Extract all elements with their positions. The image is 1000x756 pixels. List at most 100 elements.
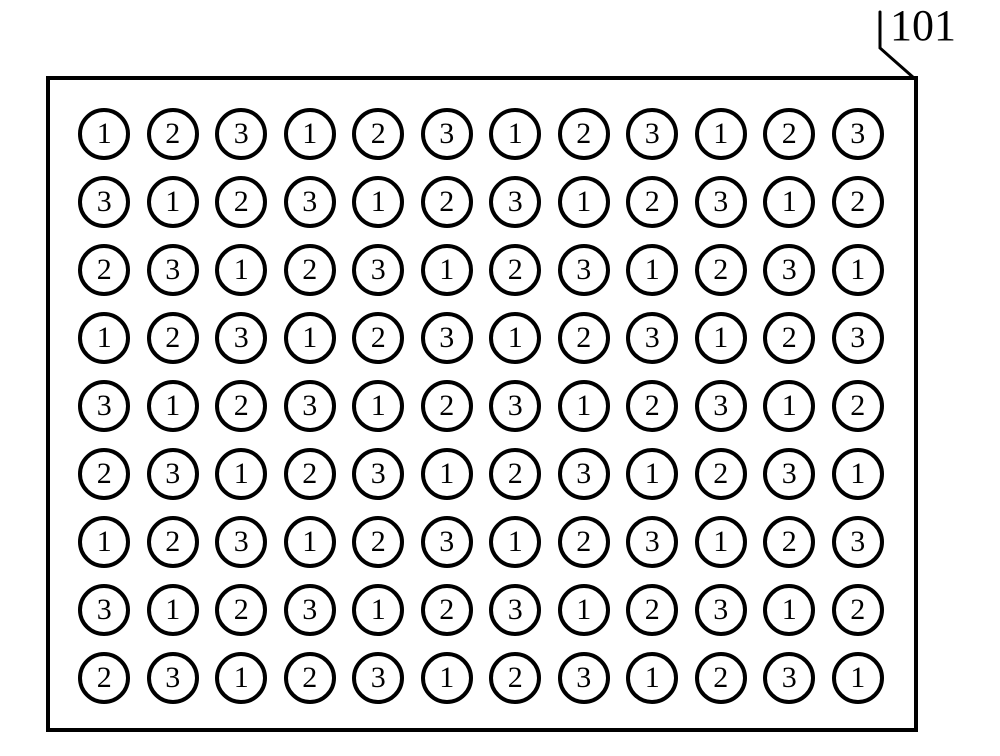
grid-cell: 3: [618, 304, 687, 372]
callout-label-101: 101: [890, 0, 956, 51]
grid-cell: 1: [550, 168, 619, 236]
grid-node: 1: [763, 176, 815, 228]
node-grid: 1231231231233123123123122312312312311231…: [70, 100, 892, 712]
grid-node: 3: [763, 448, 815, 500]
grid-node: 1: [215, 448, 267, 500]
grid-cell: 3: [824, 100, 893, 168]
grid-node: 2: [352, 312, 404, 364]
grid-cell: 1: [618, 236, 687, 304]
grid-cell: 2: [344, 304, 413, 372]
grid-node: 3: [832, 516, 884, 568]
grid-node: 2: [78, 244, 130, 296]
grid-cell: 1: [687, 508, 756, 576]
grid-cell: 2: [687, 440, 756, 508]
grid-node: 2: [284, 652, 336, 704]
grid-cell: 1: [344, 372, 413, 440]
grid-cell: 3: [481, 576, 550, 644]
grid-cell: 1: [207, 440, 276, 508]
grid-node: 3: [489, 584, 541, 636]
grid-node: 1: [695, 312, 747, 364]
grid-cell: 3: [207, 508, 276, 576]
grid-node: 3: [284, 584, 336, 636]
grid-cell: 1: [70, 304, 139, 372]
grid-node: 2: [284, 448, 336, 500]
grid-node: 2: [421, 176, 473, 228]
grid-node: 2: [626, 584, 678, 636]
grid-node: 3: [695, 380, 747, 432]
grid-cell: 1: [139, 372, 208, 440]
grid-node: 1: [78, 108, 130, 160]
grid-node: 3: [763, 244, 815, 296]
grid-cell: 3: [139, 440, 208, 508]
grid-node: 2: [695, 244, 747, 296]
grid-node: 3: [215, 108, 267, 160]
grid-node: 1: [352, 584, 404, 636]
grid-cell: 2: [755, 100, 824, 168]
grid-cell: 2: [70, 644, 139, 712]
grid-cell: 3: [687, 168, 756, 236]
grid-node: 2: [147, 312, 199, 364]
grid-node: 2: [215, 380, 267, 432]
grid-cell: 2: [139, 508, 208, 576]
grid-node: 2: [832, 380, 884, 432]
grid-cell: 3: [755, 440, 824, 508]
grid-cell: 3: [413, 304, 482, 372]
grid-cell: 1: [687, 100, 756, 168]
grid-cell: 2: [207, 576, 276, 644]
grid-node: 2: [147, 108, 199, 160]
grid-cell: 2: [276, 644, 345, 712]
grid-cell: 3: [824, 304, 893, 372]
grid-cell: 3: [550, 644, 619, 712]
grid-node: 2: [215, 176, 267, 228]
grid-node: 2: [558, 516, 610, 568]
grid-node: 3: [558, 244, 610, 296]
grid-cell: 2: [70, 440, 139, 508]
grid-cell: 1: [276, 508, 345, 576]
grid-node: 1: [832, 244, 884, 296]
grid-node: 2: [832, 176, 884, 228]
grid-node: 1: [147, 584, 199, 636]
grid-cell: 2: [755, 304, 824, 372]
grid-cell: 2: [139, 100, 208, 168]
grid-node: 1: [489, 312, 541, 364]
grid-node: 3: [489, 380, 541, 432]
grid-cell: 3: [755, 644, 824, 712]
grid-cell: 1: [276, 304, 345, 372]
grid-cell: 3: [550, 440, 619, 508]
grid-node: 1: [284, 312, 336, 364]
grid-cell: 3: [618, 508, 687, 576]
grid-cell: 1: [755, 576, 824, 644]
grid-cell: 1: [344, 576, 413, 644]
grid-node: 2: [626, 380, 678, 432]
grid-node: 2: [147, 516, 199, 568]
grid-cell: 1: [70, 100, 139, 168]
grid-cell: 2: [139, 304, 208, 372]
grid-node: 3: [421, 312, 473, 364]
grid-cell: 1: [139, 576, 208, 644]
grid-cell: 1: [139, 168, 208, 236]
grid-cell: 2: [413, 168, 482, 236]
grid-node: 3: [558, 448, 610, 500]
grid-node: 1: [558, 176, 610, 228]
grid-node: 3: [147, 652, 199, 704]
grid-node: 2: [763, 108, 815, 160]
grid-cell: 3: [70, 372, 139, 440]
grid-cell: 2: [413, 576, 482, 644]
grid-cell: 2: [413, 372, 482, 440]
grid-node: 1: [352, 176, 404, 228]
grid-cell: 2: [618, 372, 687, 440]
grid-node: 1: [147, 176, 199, 228]
grid-node: 3: [284, 380, 336, 432]
grid-cell: 1: [618, 644, 687, 712]
grid-cell: 1: [824, 440, 893, 508]
grid-node: 1: [352, 380, 404, 432]
grid-cell: 2: [481, 644, 550, 712]
grid-cell: 2: [687, 644, 756, 712]
grid-node: 3: [78, 176, 130, 228]
grid-node: 3: [352, 448, 404, 500]
grid-node: 3: [558, 652, 610, 704]
grid-cell: 1: [824, 644, 893, 712]
grid-cell: 3: [207, 304, 276, 372]
grid-cell: 2: [344, 508, 413, 576]
grid-cell: 2: [755, 508, 824, 576]
